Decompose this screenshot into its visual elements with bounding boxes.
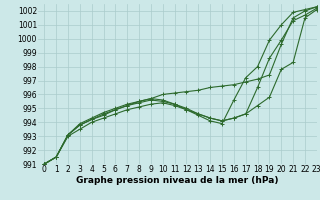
X-axis label: Graphe pression niveau de la mer (hPa): Graphe pression niveau de la mer (hPa) (76, 176, 279, 185)
